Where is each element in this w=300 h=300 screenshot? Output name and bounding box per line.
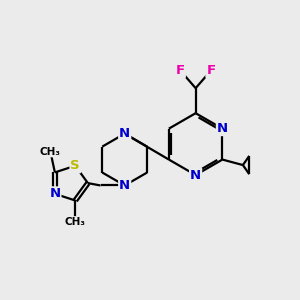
Text: S: S xyxy=(70,159,80,172)
Text: N: N xyxy=(217,122,228,135)
Text: N: N xyxy=(119,179,130,192)
Text: F: F xyxy=(176,64,185,77)
Text: N: N xyxy=(119,127,130,140)
Text: N: N xyxy=(190,169,201,182)
Text: F: F xyxy=(206,64,215,77)
Text: N: N xyxy=(49,188,60,200)
Text: CH₃: CH₃ xyxy=(65,217,86,227)
Text: CH₃: CH₃ xyxy=(40,147,61,157)
